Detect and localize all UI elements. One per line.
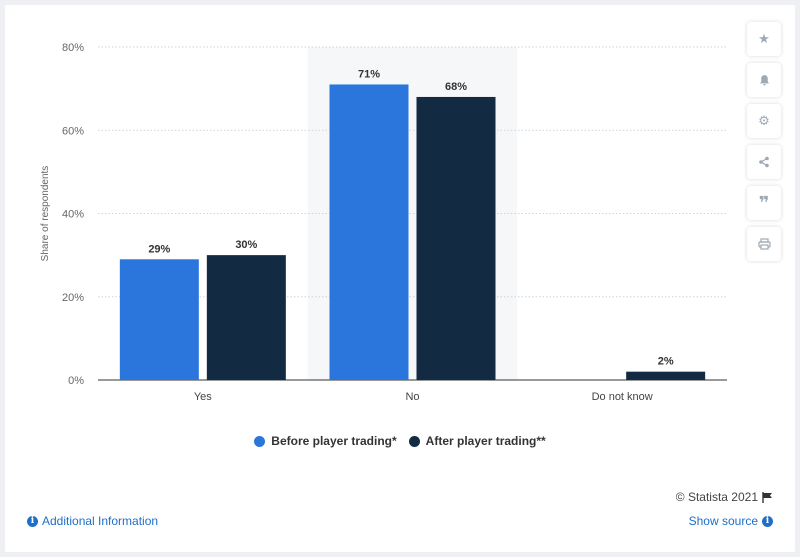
credit-text: © Statista 2021 [675,490,758,504]
bell-icon [759,74,769,85]
data-label: 2% [658,356,674,368]
data-label: 71% [358,68,380,80]
y-axis-title: Share of respondents [40,166,51,262]
y-tick-label: 20% [62,292,84,304]
quote-icon: ❞ [758,192,770,213]
legend-item-before[interactable]: Before player trading* [254,434,397,448]
chart-legend: Before player trading* After player trad… [5,434,795,448]
data-label: 30% [235,239,257,251]
x-tick-label: No [405,391,419,403]
settings-button[interactable]: ⚙ [747,104,781,138]
flag-icon [762,491,772,503]
print-icon [757,238,771,250]
gear-icon: ⚙ [758,113,770,128]
legend-item-after[interactable]: After player trading** [408,434,546,448]
legend-marker-before [254,435,266,447]
show-source-text: Show source [688,514,758,528]
additional-info-text: Additional Information [42,514,159,528]
share-icon [759,156,769,168]
x-tick-label: Do not know [592,391,653,403]
y-tick-label: 60% [62,125,84,137]
statista-credit[interactable]: © Statista 2021 [676,490,773,504]
bar [416,96,496,380]
legend-label-before: Before player trading* [271,434,397,448]
data-label: 29% [148,243,170,255]
star-icon: ★ [758,31,770,46]
y-tick-label: 80% [62,42,84,54]
cite-button[interactable]: ❞ [747,186,781,220]
info-icon: i [762,515,773,527]
show-source-link[interactable]: Show source i [689,514,773,528]
chart-card: 0% 20% 40% 60% 80% Share of respondents 29% 30%… [5,5,795,552]
bar [119,259,199,380]
bar [206,255,286,380]
favorite-button[interactable]: ★ [747,22,781,56]
y-tick-label: 40% [62,209,84,221]
share-button[interactable] [747,145,781,179]
additional-info-link[interactable]: i Additional Information [27,514,158,528]
legend-marker-after [408,435,420,447]
y-tick-label: 0% [68,375,84,387]
x-tick-label: Yes [194,391,212,403]
chart-toolbar: ★ ⚙ ❞ [747,22,781,261]
bar [626,371,706,380]
data-label: 68% [445,81,467,93]
info-icon: i [27,515,38,527]
bar-chart: 0% 20% 40% 60% 80% Share of respondents 29% 30%… [40,42,727,403]
print-button[interactable] [747,227,781,261]
notification-button[interactable] [747,63,781,97]
bar [329,84,409,381]
legend-label-after: After player trading** [425,434,546,448]
